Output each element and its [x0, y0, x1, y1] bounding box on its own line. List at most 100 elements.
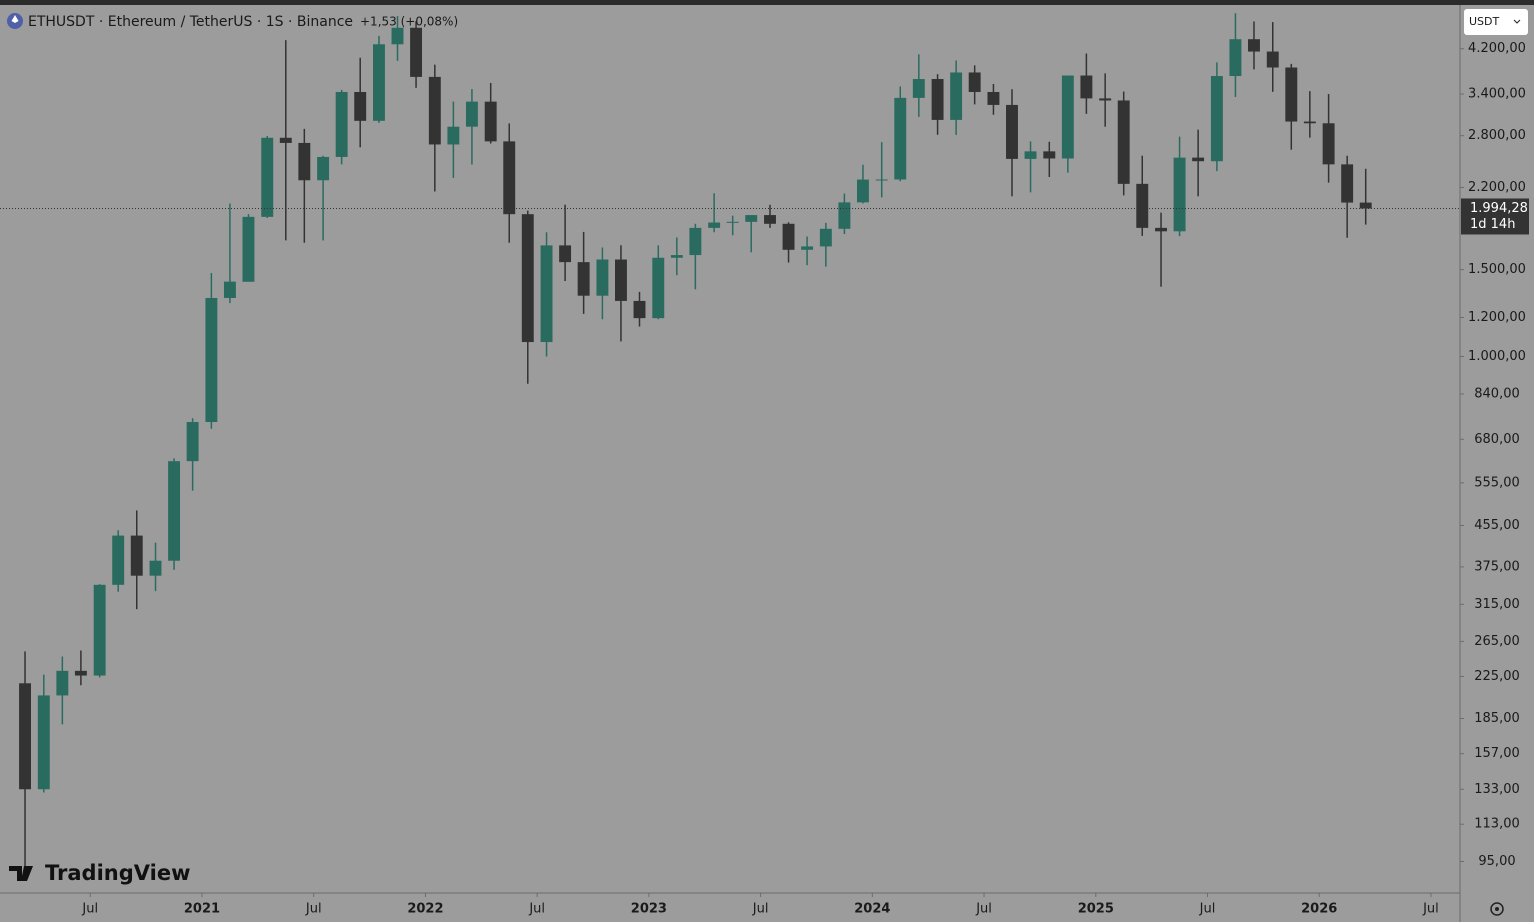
candle-body — [652, 257, 665, 319]
candle-body — [1322, 123, 1335, 165]
x-tick-label: Jul — [752, 902, 769, 917]
candle-body — [875, 179, 888, 181]
candle-body — [1173, 157, 1186, 232]
candle-body — [1099, 98, 1112, 101]
candle-body — [689, 227, 702, 256]
candle-body — [391, 27, 404, 45]
candle-body — [596, 259, 609, 296]
y-tick-label: 2.200,00 — [1468, 180, 1526, 195]
y-tick-label: 1.000,00 — [1468, 349, 1526, 364]
candle-body — [37, 695, 50, 790]
candle-body — [856, 179, 869, 203]
candle-body — [968, 72, 981, 92]
candle-body — [1117, 100, 1130, 184]
candle-body — [801, 246, 814, 250]
candle-body — [708, 222, 721, 228]
candle-body — [205, 297, 218, 423]
candle-body — [335, 91, 348, 157]
candle-body — [633, 300, 646, 319]
brand-logo — [9, 866, 33, 881]
candle-body — [745, 215, 758, 222]
candle-body — [1341, 164, 1354, 203]
candle-body — [1061, 75, 1074, 159]
candle-body — [261, 137, 274, 217]
candle-body — [484, 101, 497, 142]
y-tick-label: 185,00 — [1474, 711, 1520, 726]
candle-body — [521, 214, 534, 343]
x-tick-label: Jul — [81, 902, 98, 917]
candle-body — [1229, 39, 1242, 77]
candle-body — [912, 79, 925, 98]
x-tick-label: Jul — [305, 902, 322, 917]
candle-body — [987, 91, 1000, 105]
x-tick-label: 2022 — [407, 902, 443, 917]
symbol-title: ETHUSDT · Ethereum / TetherUS · 1S · Bin… — [28, 14, 353, 30]
candle-body — [503, 141, 516, 215]
candle-body — [1043, 151, 1056, 159]
candle-body — [149, 560, 162, 576]
candle-body — [279, 137, 292, 143]
candle-body — [1136, 183, 1149, 228]
candle-body — [168, 461, 181, 561]
last-price-label: 1.994,28 — [1470, 201, 1528, 216]
x-tick-label: 2023 — [631, 902, 667, 917]
candle-body — [1285, 67, 1298, 122]
y-tick-label: 455,00 — [1474, 518, 1520, 533]
y-tick-label: 157,00 — [1474, 746, 1520, 761]
candle-body — [317, 156, 330, 181]
candle-body — [782, 223, 795, 250]
candle-body — [1359, 202, 1372, 209]
y-tick-label: 225,00 — [1474, 669, 1520, 684]
dropdown-arrow — [1513, 19, 1521, 24]
candle-body — [1210, 76, 1223, 162]
last-price-box — [1461, 198, 1529, 235]
candle-body — [1080, 75, 1093, 99]
price-change: +1,53 (+0,08%) — [360, 15, 458, 29]
top-bar — [0, 0, 1534, 5]
candle-body — [428, 76, 441, 145]
candle-body — [577, 262, 590, 296]
candle-body — [950, 72, 963, 120]
plot — [19, 13, 1372, 874]
candle-body — [56, 670, 69, 696]
candle-body — [838, 202, 851, 229]
candle-body — [1192, 157, 1205, 162]
x-tick-label: Jul — [1422, 902, 1439, 917]
candle-body — [74, 670, 87, 676]
y-tick-label: 680,00 — [1474, 432, 1520, 447]
candle-body — [559, 245, 572, 263]
y-tick-label: 2.800,00 — [1468, 128, 1526, 143]
settings-button[interactable] — [1490, 902, 1504, 916]
y-tick-label: 4.200,00 — [1468, 41, 1526, 56]
candle-body — [1024, 151, 1037, 159]
y-tick-label: 265,00 — [1474, 634, 1520, 649]
candle-body — [540, 245, 553, 343]
candle-body — [223, 281, 236, 298]
y-tick-label: 1.500,00 — [1468, 262, 1526, 277]
brand-name: TradingView — [45, 861, 190, 885]
candle-body — [19, 683, 31, 790]
candle-body — [298, 142, 311, 181]
x-tick-label: 2024 — [854, 902, 890, 917]
symbol-icon-glyph — [11, 15, 19, 23]
y-tick-label: 1.200,00 — [1468, 310, 1526, 325]
candle-body — [112, 535, 125, 585]
y-tick-label: 3.400,00 — [1468, 87, 1526, 102]
currency-label[interactable]: USDT — [1469, 15, 1500, 28]
x-tick-label: 2021 — [184, 902, 220, 917]
candle-body — [130, 535, 143, 576]
y-tick-label: 113,00 — [1474, 817, 1520, 832]
countdown-label: 1d 14h — [1470, 217, 1515, 232]
y-tick-label: 375,00 — [1474, 559, 1520, 574]
x-tick-label: Jul — [975, 902, 992, 917]
candle-body — [764, 215, 776, 224]
y-tick-label: 555,00 — [1474, 475, 1520, 490]
candle-body — [1266, 51, 1279, 68]
y-tick-label: 95,00 — [1478, 854, 1515, 869]
x-tick-label: 2025 — [1078, 902, 1114, 917]
candle-body — [931, 79, 944, 120]
currency-select[interactable] — [1464, 9, 1528, 35]
x-tick-label: Jul — [1199, 902, 1216, 917]
